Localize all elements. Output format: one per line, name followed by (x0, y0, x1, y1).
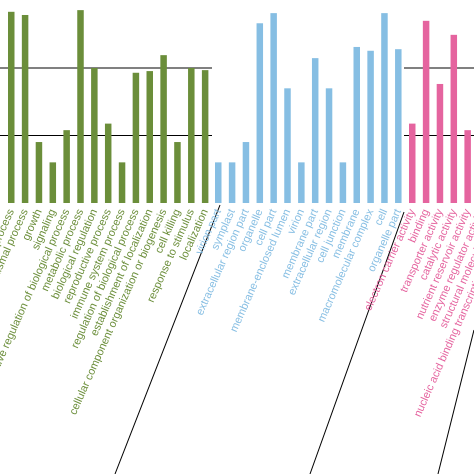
bar (160, 55, 167, 203)
bar (35, 142, 43, 203)
bar (298, 162, 305, 203)
bar (91, 68, 98, 203)
bar (104, 123, 112, 203)
group-separator (309, 211, 405, 474)
bar (284, 88, 291, 203)
bar (270, 13, 277, 204)
bar (450, 34, 458, 203)
bar (311, 58, 319, 204)
bar (49, 162, 57, 203)
bar (201, 70, 209, 203)
group-separator (437, 329, 474, 474)
bar (174, 142, 181, 203)
bar (409, 123, 416, 203)
bar (21, 14, 29, 204)
bar (188, 68, 195, 203)
bar (256, 23, 264, 204)
bar (215, 162, 222, 203)
bar (146, 71, 153, 204)
bar (395, 49, 402, 204)
bar (77, 10, 84, 204)
bar (228, 162, 236, 203)
bar (339, 162, 347, 203)
bar (132, 72, 140, 203)
bar (353, 46, 360, 203)
bar (381, 13, 388, 204)
group-separator (114, 204, 221, 474)
bar (325, 88, 333, 203)
bar (464, 130, 471, 203)
bar (8, 11, 15, 203)
bar (242, 142, 250, 203)
bar (118, 162, 126, 203)
bar (436, 83, 444, 203)
bar (422, 20, 430, 204)
bar (63, 130, 70, 203)
bar (367, 50, 374, 203)
